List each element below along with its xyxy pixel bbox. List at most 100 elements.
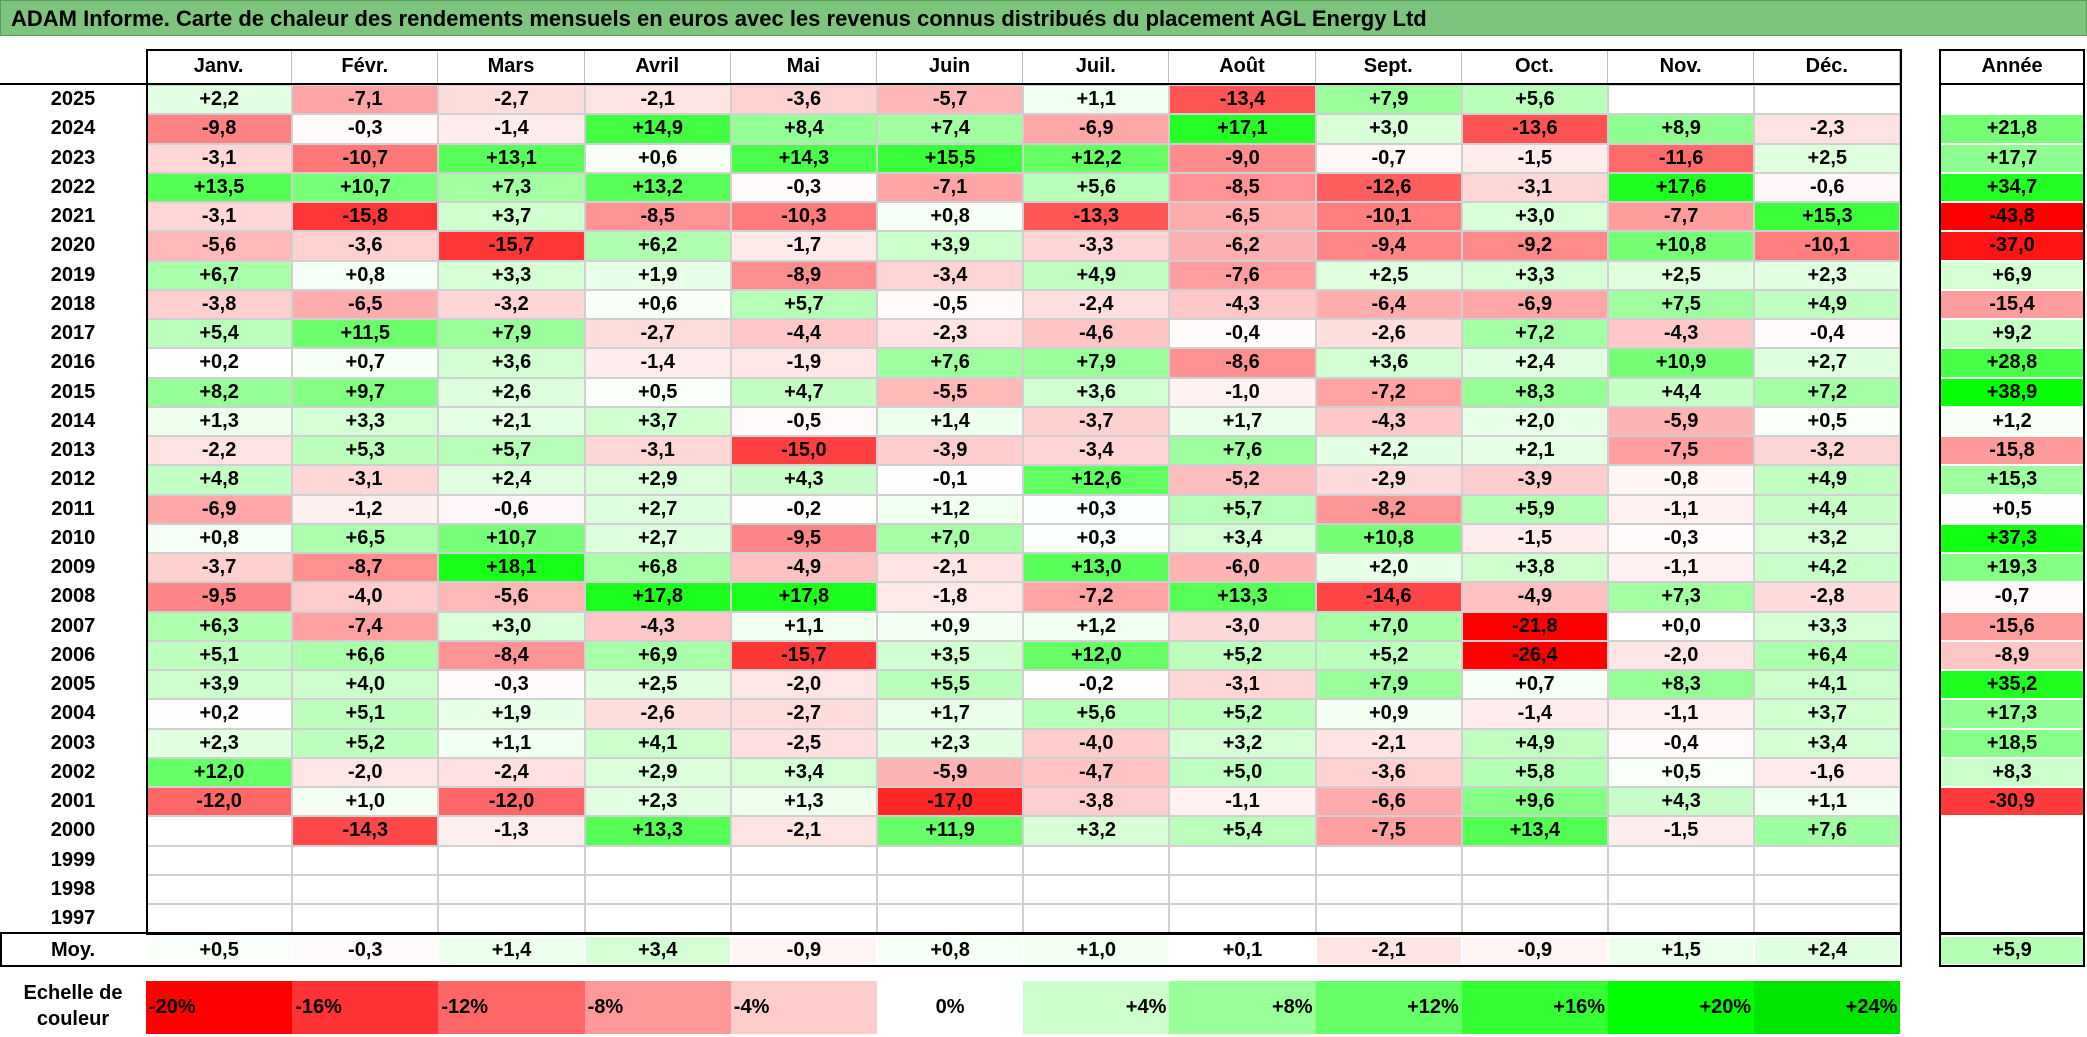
- heatmap-cell: +1,9: [438, 699, 585, 729]
- heatmap-cell: -3,9: [1461, 465, 1608, 495]
- heatmap-cell: +2,5: [1315, 260, 1462, 290]
- heatmap-cell: -1,6: [1754, 757, 1901, 788]
- heatmap-cell: +2,3: [1754, 260, 1901, 290]
- heatmap-cell: +1,1: [1023, 84, 1170, 115]
- year-label-2008: 2008: [50, 585, 96, 608]
- heatmap-cell: -2,0: [292, 757, 439, 788]
- average-cell: +0,8: [878, 937, 1023, 964]
- heatmap-cell: -2,1: [730, 816, 877, 846]
- heatmap-cell: +0,5: [1754, 406, 1901, 437]
- heatmap-cell: [1754, 903, 1901, 934]
- heatmap-cell: [1315, 903, 1462, 934]
- heatmap-cell: -4,7: [1023, 757, 1170, 788]
- heatmap-cell: +9,7: [292, 377, 439, 407]
- month-header-9: Sept.: [1316, 49, 1462, 83]
- heatmap-cell: +3,7: [438, 201, 585, 232]
- heatmap-cell: +1,1: [438, 728, 585, 758]
- heatmap-cell: [1754, 84, 1901, 115]
- heatmap-cell: +6,2: [584, 231, 731, 261]
- heatmap-cell: [145, 816, 293, 846]
- heatmap-cell: +15,5: [876, 143, 1024, 173]
- heatmap-cell: -0,2: [730, 494, 877, 524]
- heatmap-cell: -2,1: [1315, 728, 1462, 758]
- heatmap-cell: +0,0: [1607, 611, 1755, 641]
- heatmap-cell: +3,2: [1169, 728, 1316, 758]
- annual-cell: -15,6: [1940, 612, 2084, 640]
- year-label-2014: 2014: [50, 409, 96, 432]
- heatmap-cell: +3,5: [876, 640, 1024, 671]
- heatmap-cell: -1,7: [730, 231, 877, 261]
- scale-swatch: -16%: [292, 981, 439, 1034]
- average-cell: -0,9: [1462, 937, 1607, 964]
- year-label-2010: 2010: [50, 526, 96, 549]
- heatmap-cell: +11,9: [876, 816, 1024, 846]
- heatmap-cell: [584, 874, 731, 905]
- heatmap-cell: +5,6: [1461, 84, 1608, 115]
- month-header-10: Oct.: [1462, 49, 1608, 83]
- heatmap-cell: +5,2: [1315, 640, 1462, 671]
- heatmap-cell: +10,9: [1607, 348, 1755, 378]
- heatmap-cell: -0,4: [1169, 318, 1316, 349]
- month-header-12: Déc.: [1754, 49, 1901, 83]
- heatmap-cell: +3,7: [1754, 699, 1901, 729]
- heatmap-cell: +13,2: [584, 172, 731, 203]
- heatmap-cell: -8,4: [438, 640, 585, 671]
- heatmap-cell: -11,6: [1607, 143, 1755, 173]
- heatmap-cell: -7,2: [1315, 377, 1462, 407]
- heatmap-cell: +7,9: [1315, 84, 1462, 115]
- average-annual-cell: +5,9: [1940, 937, 2084, 964]
- scale-swatch: -8%: [584, 981, 731, 1034]
- heatmap-cell: +2,4: [1461, 348, 1608, 378]
- heatmap-cell: -0,1: [876, 465, 1024, 495]
- heatmap-cell: +0,6: [584, 143, 731, 173]
- heatmap-cell: -1,5: [1607, 816, 1755, 846]
- heatmap-cell: -0,6: [438, 494, 585, 524]
- heatmap-cell: +4,1: [584, 728, 731, 758]
- annual-cell: +37,3: [1940, 524, 2084, 552]
- heatmap-cell: +1,7: [876, 699, 1024, 729]
- year-label-2012: 2012: [50, 468, 96, 491]
- heatmap-cell: +0,2: [145, 699, 293, 729]
- heatmap-cell: -2,1: [876, 552, 1024, 583]
- annual-cell: +17,7: [1940, 144, 2084, 172]
- heatmap-cell: -1,1: [1607, 494, 1755, 524]
- heatmap-cell: +5,6: [1023, 172, 1170, 203]
- year-label-2022: 2022: [50, 175, 96, 198]
- average-label: Moy.: [50, 939, 96, 961]
- heatmap-cell: -6,0: [1169, 552, 1316, 583]
- annual-cell: +38,9: [1940, 378, 2084, 406]
- annual-cell: +6,9: [1940, 261, 2084, 289]
- heatmap-cell: [584, 903, 731, 934]
- heatmap-cell: -3,8: [1023, 786, 1170, 817]
- heatmap-cell: +0,9: [876, 611, 1024, 641]
- month-header-11: Nov.: [1608, 49, 1755, 83]
- heatmap-cell: +0,8: [145, 523, 293, 554]
- heatmap-cell: -10,1: [1315, 201, 1462, 232]
- heatmap-cell: +1,1: [730, 611, 877, 641]
- scale-swatch: +4%: [1023, 981, 1170, 1034]
- year-label-2016: 2016: [50, 351, 96, 374]
- heatmap-cell: -7,7: [1607, 201, 1755, 232]
- annual-cell: -43,8: [1940, 203, 2084, 231]
- header-divider-annual: [1939, 83, 2085, 85]
- heatmap-cell: +12,0: [1023, 640, 1170, 671]
- heatmap-cell: +3,3: [438, 260, 585, 290]
- heatmap-cell: +2,0: [1461, 406, 1608, 437]
- heatmap-cell: +3,2: [1023, 816, 1170, 846]
- heatmap-cell: [145, 903, 293, 934]
- heatmap-cell: -3,1: [145, 201, 293, 232]
- heatmap-cell: -2,7: [438, 84, 585, 115]
- heatmap-cell: -1,3: [438, 816, 585, 846]
- heatmap-cell: +12,2: [1023, 143, 1170, 173]
- heatmap-cell: +7,5: [1607, 289, 1755, 320]
- heatmap-cell: +13,4: [1461, 816, 1608, 846]
- month-header-8: Août: [1169, 49, 1316, 83]
- heatmap-cell: -1,8: [876, 582, 1024, 612]
- heatmap-cell: -6,5: [292, 289, 439, 320]
- heatmap-cell: +6,9: [584, 640, 731, 671]
- heatmap-cell: -15,7: [438, 231, 585, 261]
- heatmap-cell: +2,7: [1754, 348, 1901, 378]
- average-cell: +1,5: [1609, 937, 1754, 964]
- heatmap-cell: [1023, 845, 1170, 875]
- heatmap-cell: -3,2: [1754, 435, 1901, 466]
